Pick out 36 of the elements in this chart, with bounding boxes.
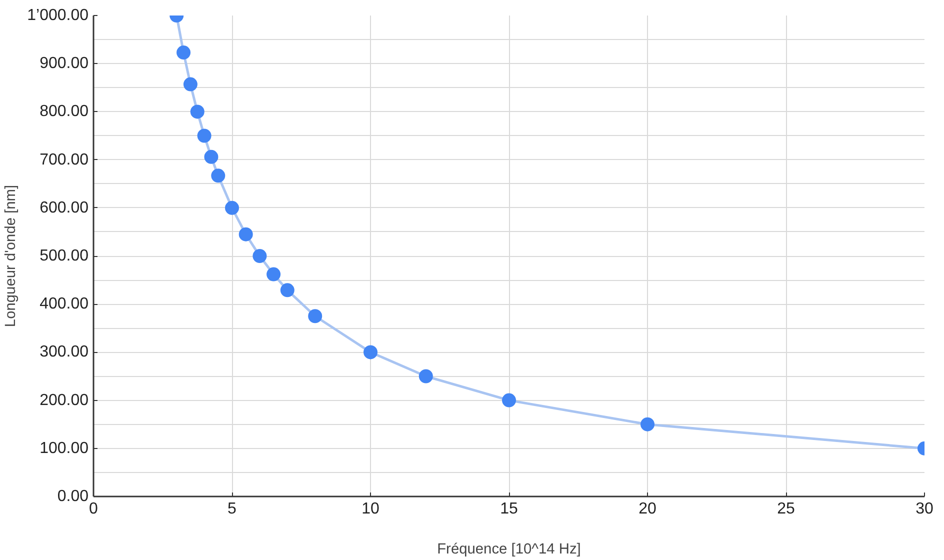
y-tick-label: 200.00 <box>40 392 89 409</box>
point <box>183 77 198 92</box>
point <box>238 227 253 242</box>
point <box>211 168 226 183</box>
x-tick-label: 30 <box>916 500 934 518</box>
x-tick-label: 5 <box>228 500 237 518</box>
y-tick-label: 0.00 <box>57 488 89 505</box>
y-axis-title: Longueur d'onde [nm] <box>3 184 20 328</box>
y-tick-label: 400.00 <box>40 296 89 313</box>
point <box>502 393 516 408</box>
point <box>176 46 191 60</box>
point <box>364 345 378 360</box>
y-tick-label: 800.00 <box>40 103 89 120</box>
y-tick-label: 500.00 <box>40 248 89 264</box>
x-tick-label: 20 <box>638 500 656 518</box>
x-axis-title: Fréquence [10^14 Hz] <box>437 542 581 558</box>
point <box>225 200 239 215</box>
x-tick-label: 0 <box>89 500 98 518</box>
point <box>418 369 433 384</box>
point <box>280 283 294 298</box>
y-tick-label: 900.00 <box>40 55 89 72</box>
y-tick-label: 600.00 <box>40 199 89 216</box>
point <box>190 104 204 119</box>
point <box>204 150 218 164</box>
y-tick-label: 100.00 <box>40 440 89 457</box>
point <box>197 128 212 143</box>
x-tick-label: 10 <box>362 500 380 518</box>
y-tick-label: 700.00 <box>40 151 89 168</box>
point <box>252 249 267 263</box>
point <box>640 417 654 432</box>
point <box>266 267 281 282</box>
point <box>308 309 322 324</box>
y-tick-label: 300.00 <box>40 344 89 361</box>
x-tick-label: 25 <box>777 500 795 518</box>
x-tick-label: 15 <box>500 500 518 518</box>
y-tick-label: 1’000.00 <box>27 7 89 24</box>
